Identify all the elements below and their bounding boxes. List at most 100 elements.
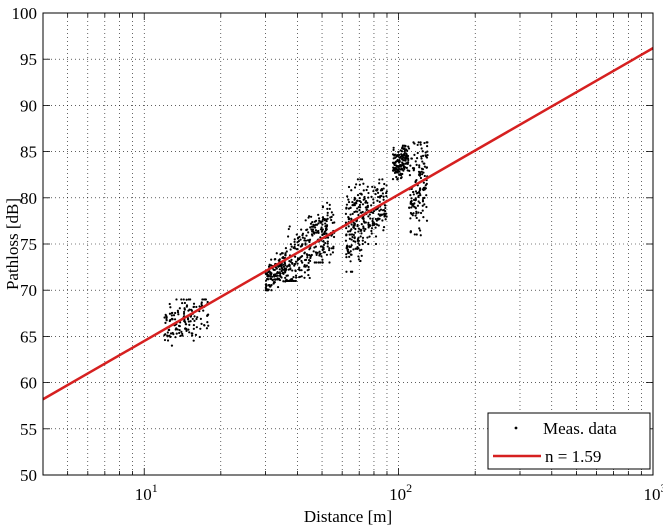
y-tick-label: 75 <box>20 235 37 254</box>
data-point <box>346 230 350 233</box>
data-point <box>321 229 324 232</box>
data-point <box>370 195 373 198</box>
data-point <box>172 314 176 317</box>
data-point <box>193 315 196 318</box>
data-point <box>381 209 385 212</box>
data-point <box>282 263 285 266</box>
data-point <box>332 213 335 216</box>
data-point <box>399 168 403 171</box>
data-point <box>414 160 417 163</box>
data-point <box>379 214 382 217</box>
data-point <box>356 223 359 227</box>
data-point <box>203 324 206 327</box>
data-point <box>326 201 329 204</box>
data-point <box>402 156 405 159</box>
data-point <box>298 276 301 279</box>
data-point <box>165 319 168 322</box>
data-point <box>301 243 304 246</box>
data-point <box>312 231 315 234</box>
data-point <box>360 254 363 257</box>
data-point <box>194 333 198 336</box>
data-point <box>192 323 195 327</box>
data-point <box>418 219 421 222</box>
data-point <box>270 289 273 292</box>
data-point <box>306 228 309 231</box>
data-point <box>325 253 329 256</box>
data-point <box>331 251 335 254</box>
data-point <box>322 251 325 254</box>
data-point <box>182 312 186 315</box>
data-point <box>265 279 268 282</box>
data-point <box>347 251 350 255</box>
data-point <box>398 156 401 159</box>
data-point <box>426 153 429 157</box>
data-point <box>186 318 190 321</box>
data-point <box>294 260 298 263</box>
data-point <box>304 219 307 222</box>
data-point <box>321 218 325 221</box>
data-point <box>358 203 362 207</box>
data-point <box>361 216 364 220</box>
data-point <box>419 141 422 144</box>
data-point <box>273 258 276 261</box>
data-point <box>370 232 373 235</box>
data-point <box>173 318 177 321</box>
data-point <box>308 248 311 251</box>
y-tick-label: 55 <box>20 420 37 439</box>
data-point <box>424 184 427 187</box>
data-point <box>382 225 386 229</box>
data-point <box>421 200 425 203</box>
data-point <box>364 206 367 209</box>
data-point <box>326 240 329 243</box>
data-point <box>358 183 361 186</box>
y-tick-labels: 50 55 60 65 70 75 80 85 90 95 100 <box>12 4 38 485</box>
data-point <box>417 170 421 173</box>
data-points <box>163 141 429 347</box>
data-point <box>274 273 277 276</box>
data-point <box>346 195 349 198</box>
data-point <box>408 169 411 172</box>
data-point <box>382 195 385 198</box>
data-point <box>175 298 178 301</box>
data-point <box>351 235 354 239</box>
data-point <box>178 331 181 335</box>
data-point <box>347 198 350 201</box>
data-point <box>367 242 370 246</box>
data-point <box>348 233 351 236</box>
data-point <box>328 207 331 211</box>
legend-box <box>487 412 651 470</box>
data-point <box>350 223 353 226</box>
data-point <box>344 212 348 216</box>
data-point <box>345 253 348 256</box>
data-point <box>324 222 327 225</box>
legend-marker-meas <box>514 426 518 430</box>
x-tick-labels: 101 102 103 <box>135 481 663 504</box>
data-point <box>280 266 283 269</box>
data-point <box>370 227 374 230</box>
data-point <box>392 146 395 149</box>
data-point <box>317 261 320 264</box>
data-point <box>353 186 357 189</box>
data-point <box>375 189 378 192</box>
data-point <box>418 227 421 230</box>
data-point <box>377 213 380 216</box>
data-point <box>307 265 310 269</box>
data-point <box>403 150 406 154</box>
data-point <box>185 298 188 301</box>
data-point <box>375 219 378 222</box>
data-point <box>199 317 202 320</box>
data-point <box>289 260 292 263</box>
data-point <box>323 217 326 221</box>
data-point <box>351 212 354 215</box>
data-point <box>296 241 299 244</box>
data-point <box>372 198 375 201</box>
data-point <box>398 159 401 162</box>
data-point <box>294 279 297 283</box>
data-point <box>166 339 170 342</box>
data-point <box>284 264 287 267</box>
data-point <box>318 219 321 222</box>
data-point <box>346 250 350 253</box>
data-point <box>401 144 405 147</box>
data-point <box>408 206 411 209</box>
data-point <box>311 228 315 231</box>
